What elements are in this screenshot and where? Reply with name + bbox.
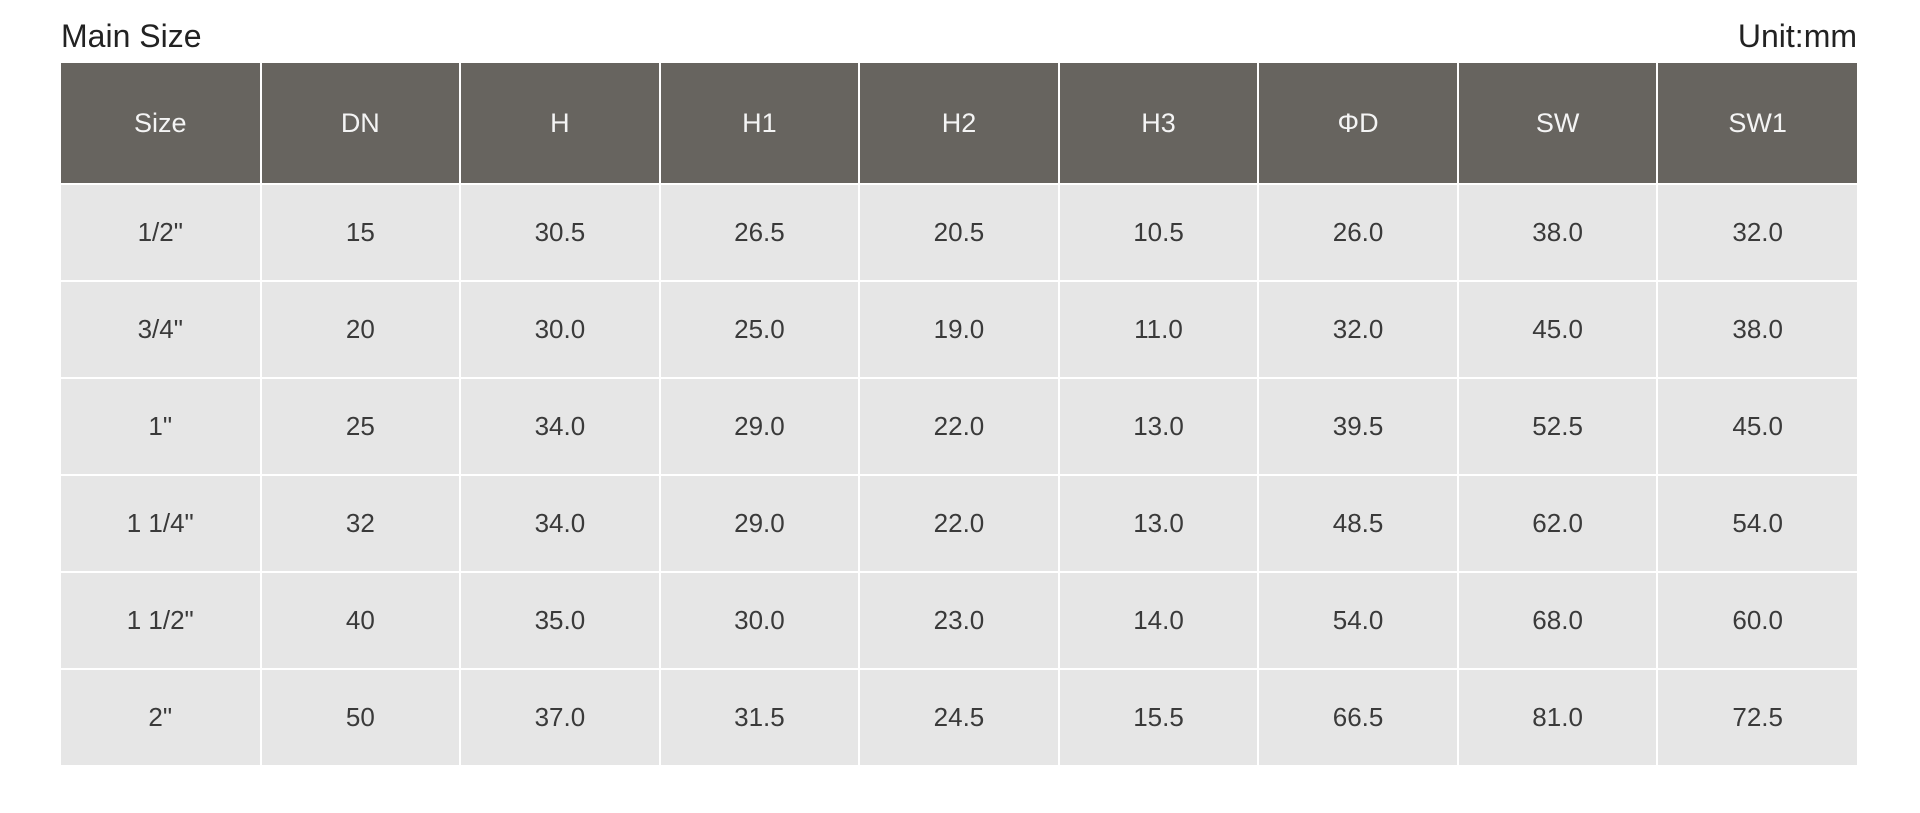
table-cell: 26.0 <box>1257 183 1459 282</box>
table-cell: 52.5 <box>1456 377 1659 476</box>
table-cell: 81.0 <box>1456 668 1659 767</box>
table-cell: 20 <box>259 280 462 379</box>
table-cell: 20.5 <box>858 183 1060 282</box>
table-cell: 10.5 <box>1057 183 1260 282</box>
table-cell: 32.0 <box>1257 280 1459 379</box>
table-cell: 34.0 <box>459 474 661 573</box>
column-header: H1 <box>658 61 861 185</box>
column-header: DN <box>259 61 462 185</box>
table-row: 1 1/2" 40 35.0 30.0 23.0 14.0 54.0 68.0 60.0 <box>61 571 1857 670</box>
table-cell: 54.0 <box>1257 571 1459 670</box>
table-cell: 15.5 <box>1057 668 1260 767</box>
table-cell: 1 1/2" <box>61 571 262 670</box>
table-cell: 24.5 <box>858 668 1060 767</box>
column-header: H <box>459 61 661 185</box>
table-cell: 66.5 <box>1257 668 1459 767</box>
table-cell: 1 1/4" <box>61 474 262 573</box>
table-row: 2" 50 37.0 31.5 24.5 15.5 66.5 81.0 72.5 <box>61 668 1857 767</box>
table-cell: 68.0 <box>1456 571 1659 670</box>
header-row: Size DN H H1 H2 H3 ΦD SW SW1 <box>61 61 1857 185</box>
table-cell: 34.0 <box>459 377 661 476</box>
column-header: ΦD <box>1257 61 1459 185</box>
table-cell: 35.0 <box>459 571 661 670</box>
table-cell: 26.5 <box>658 183 861 282</box>
table-cell: 1/2" <box>61 183 262 282</box>
column-header: H2 <box>858 61 1060 185</box>
table-cell: 25.0 <box>658 280 861 379</box>
table-cell: 29.0 <box>658 474 861 573</box>
table-cell: 62.0 <box>1456 474 1659 573</box>
column-header: H3 <box>1057 61 1260 185</box>
table-cell: 14.0 <box>1057 571 1260 670</box>
table-cell: 30.0 <box>658 571 861 670</box>
table-row: 1 1/4" 32 34.0 29.0 22.0 13.0 48.5 62.0 54.0 <box>61 474 1857 573</box>
table-cell: 54.0 <box>1656 474 1857 573</box>
table-cell: 31.5 <box>658 668 861 767</box>
table-cell: 3/4" <box>61 280 262 379</box>
size-table: Size DN H H1 H2 H3 ΦD SW SW1 1/2" 15 30.5 26.5 20.5 1… <box>61 61 1857 767</box>
table-cell: 38.0 <box>1456 183 1659 282</box>
table-cell: 29.0 <box>658 377 861 476</box>
table-cell: 15 <box>259 183 462 282</box>
table-cell: 50 <box>259 668 462 767</box>
table-cell: 48.5 <box>1257 474 1459 573</box>
table-row: 1/2" 15 30.5 26.5 20.5 10.5 26.0 38.0 32.0 <box>61 183 1857 282</box>
table-cell: 19.0 <box>858 280 1060 379</box>
table-head: Size DN H H1 H2 H3 ΦD SW SW1 <box>61 61 1857 185</box>
table-body: 1/2" 15 30.5 26.5 20.5 10.5 26.0 38.0 32.0 3/4" 20… <box>61 183 1857 767</box>
column-header: Size <box>61 61 262 185</box>
table-cell: 1" <box>61 377 262 476</box>
table-cell: 60.0 <box>1656 571 1857 670</box>
table-cell: 45.0 <box>1656 377 1857 476</box>
section-title: Main Size <box>61 18 202 54</box>
table-cell: 32.0 <box>1656 183 1857 282</box>
table-cell: 25 <box>259 377 462 476</box>
table-cell: 30.0 <box>459 280 661 379</box>
table-cell: 45.0 <box>1456 280 1659 379</box>
unit-label: Unit:mm <box>1737 18 1857 54</box>
table-cell: 72.5 <box>1656 668 1857 767</box>
table-cell: 13.0 <box>1057 377 1260 476</box>
table-cell: 32 <box>259 474 462 573</box>
table-cell: 37.0 <box>459 668 661 767</box>
table-cell: 39.5 <box>1257 377 1459 476</box>
column-header: SW1 <box>1656 61 1857 185</box>
table-row: 3/4" 20 30.0 25.0 19.0 11.0 32.0 45.0 38.0 <box>61 280 1857 379</box>
table-cell: 22.0 <box>858 474 1060 573</box>
table-row: 1" 25 34.0 29.0 22.0 13.0 39.5 52.5 45.0 <box>61 377 1857 476</box>
table-cell: 22.0 <box>858 377 1060 476</box>
table-cell: 38.0 <box>1656 280 1857 379</box>
table-cell: 13.0 <box>1057 474 1260 573</box>
table-cell: 23.0 <box>858 571 1060 670</box>
table-cell: 40 <box>259 571 462 670</box>
table-cell: 30.5 <box>459 183 661 282</box>
column-header: SW <box>1456 61 1659 185</box>
table-cell: 11.0 <box>1057 280 1260 379</box>
table-cell: 2" <box>61 668 262 767</box>
